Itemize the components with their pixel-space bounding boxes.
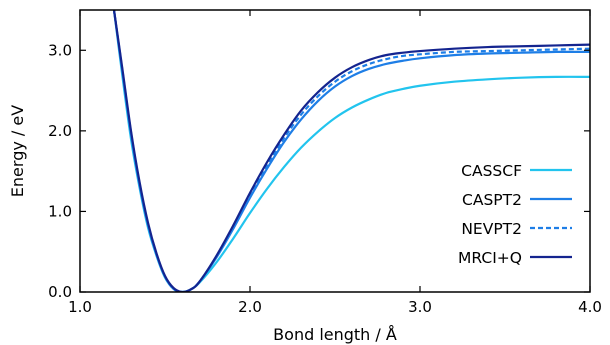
series-line-mrci-q: [112, 10, 590, 292]
series-layer: [112, 10, 590, 292]
y-tick-label: 2.0: [48, 122, 72, 140]
legend-label-caspt2: CASPT2: [462, 191, 522, 209]
x-axis-label: Bond length / Å: [273, 325, 397, 344]
x-tick-label: 4.0: [578, 298, 602, 316]
x-tick-label: 1.0: [68, 298, 92, 316]
x-tick-label: 2.0: [238, 298, 262, 316]
y-tick-label: 3.0: [48, 41, 72, 59]
x-tick-label: 3.0: [408, 298, 432, 316]
legend-label-nevpt2: NEVPT2: [461, 220, 522, 238]
y-tick-label: 0.0: [48, 283, 72, 301]
legend: CASSCF CASPT2 NEVPT2 MRCI+Q: [458, 162, 572, 267]
tick-layer: 1.0 2.0 3.0 4.00.01.02.03.0: [48, 10, 602, 316]
y-tick-label: 1.0: [48, 202, 72, 220]
legend-label-casscf: CASSCF: [461, 162, 522, 180]
y-axis-label: Energy / eV: [8, 105, 27, 197]
legend-label-mrci-q: MRCI+Q: [458, 249, 522, 267]
series-line-nevpt2: [112, 10, 590, 292]
plot-frame: [79, 9, 591, 293]
